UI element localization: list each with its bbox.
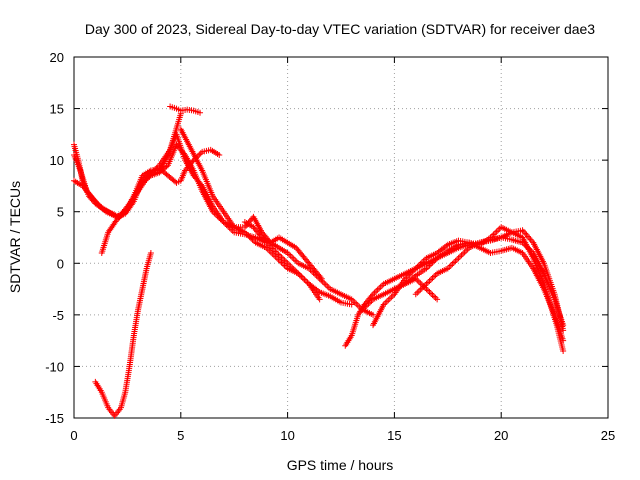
series-track-k: [370, 224, 567, 334]
x-axis-label: GPS time / hours: [287, 457, 394, 473]
series-markers: [92, 249, 154, 419]
plot-frame: [73, 56, 609, 419]
y-tick-label: 0: [57, 256, 64, 271]
y-tick-label: 15: [50, 102, 64, 117]
series-track-f: [177, 126, 355, 308]
x-tick-label: 0: [70, 428, 77, 443]
series-markers: [412, 234, 567, 329]
x-axis-ticks: 0 5 10 15 20 25: [70, 57, 615, 443]
y-tick-label: 10: [50, 153, 64, 168]
series-markers: [391, 275, 441, 303]
series-track-m: [391, 275, 441, 303]
y-tick-label: -5: [52, 308, 64, 323]
series-track-e: [98, 141, 377, 318]
series-markers: [370, 224, 567, 334]
y-axis-ticks: -15 -10 -5 0 5 10 15 20: [45, 50, 608, 426]
x-tick-label: 25: [601, 428, 615, 443]
series-track-g: [241, 219, 325, 282]
y-tick-label: -10: [45, 359, 64, 374]
x-tick-label: 15: [387, 428, 401, 443]
series-markers: [241, 219, 325, 282]
x-tick-label: 5: [177, 428, 184, 443]
grid-lines: [74, 57, 608, 418]
y-tick-label: 5: [57, 205, 64, 220]
y-tick-label: 20: [50, 50, 64, 65]
y-tick-label: -15: [45, 411, 64, 426]
x-tick-label: 20: [494, 428, 508, 443]
series-track-h: [92, 249, 154, 419]
data-points: [71, 103, 567, 419]
series-markers: [167, 103, 204, 116]
y-axis-label: SDTVAR / TECUs: [7, 181, 23, 293]
chart-title: Day 300 of 2023, Sidereal Day-to-day VTE…: [85, 21, 595, 37]
series-track-l: [412, 234, 567, 329]
series-markers: [98, 141, 377, 318]
x-tick-label: 10: [280, 428, 294, 443]
series-track-d: [167, 103, 204, 116]
series-markers: [177, 126, 355, 308]
